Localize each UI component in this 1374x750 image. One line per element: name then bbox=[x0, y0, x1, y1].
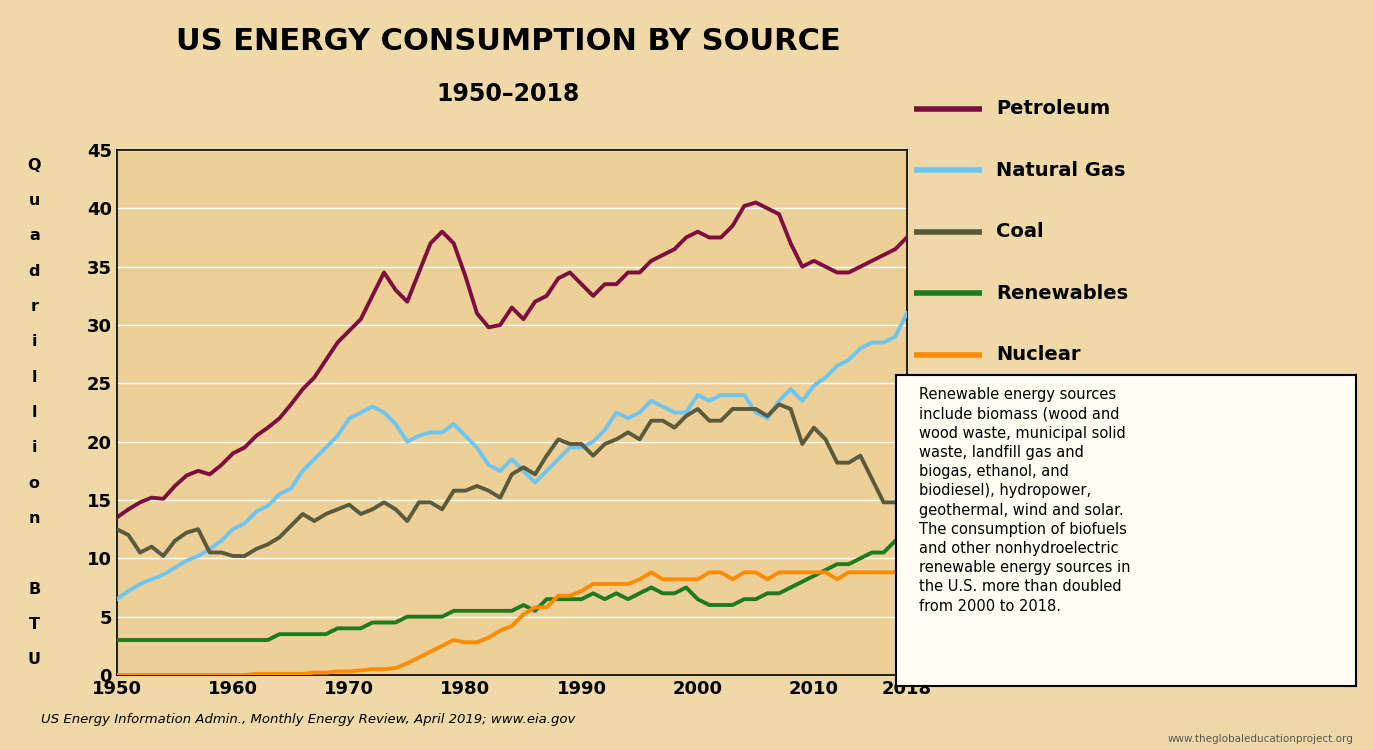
Text: l: l bbox=[32, 405, 37, 420]
Text: Natural Gas: Natural Gas bbox=[996, 160, 1125, 180]
Text: US ENERGY CONSUMPTION BY SOURCE: US ENERGY CONSUMPTION BY SOURCE bbox=[176, 27, 841, 56]
Text: www.theglobaleducationproject.org: www.theglobaleducationproject.org bbox=[1168, 734, 1353, 744]
Text: o: o bbox=[29, 476, 40, 490]
Text: T: T bbox=[29, 617, 40, 632]
Text: r: r bbox=[30, 299, 38, 314]
Text: Nuclear: Nuclear bbox=[996, 345, 1080, 364]
Text: B: B bbox=[29, 582, 40, 597]
Text: Renewable energy sources
include biomass (wood and
wood waste, municipal solid
w: Renewable energy sources include biomass… bbox=[919, 388, 1131, 614]
Text: US Energy Information Admin., Monthly Energy Review, April 2019; www.eia.gov: US Energy Information Admin., Monthly En… bbox=[41, 713, 576, 727]
Text: i: i bbox=[32, 334, 37, 350]
Text: d: d bbox=[29, 263, 40, 278]
Text: Petroleum: Petroleum bbox=[996, 99, 1110, 118]
Text: n: n bbox=[29, 511, 40, 526]
Text: 1950–2018: 1950–2018 bbox=[437, 82, 580, 106]
Text: l: l bbox=[32, 370, 37, 385]
Text: U: U bbox=[27, 652, 41, 668]
Text: Coal: Coal bbox=[996, 222, 1044, 242]
Text: i: i bbox=[32, 440, 37, 455]
Text: Q: Q bbox=[27, 158, 41, 172]
Text: a: a bbox=[29, 228, 40, 243]
Text: u: u bbox=[29, 193, 40, 208]
Text: Renewables: Renewables bbox=[996, 284, 1128, 303]
